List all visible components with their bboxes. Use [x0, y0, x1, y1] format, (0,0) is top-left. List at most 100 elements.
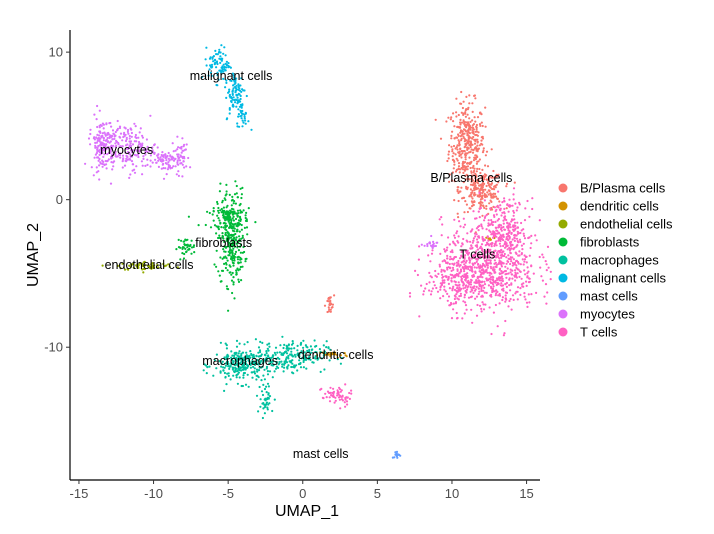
data-point — [296, 352, 300, 355]
data-point — [469, 240, 472, 243]
data-point — [509, 262, 512, 266]
data-point — [217, 211, 220, 214]
data-point — [149, 266, 152, 269]
cluster-label: fibroblasts — [195, 236, 252, 250]
data-point — [167, 161, 170, 164]
data-point — [129, 140, 133, 143]
data-point — [509, 289, 512, 292]
data-point — [266, 343, 269, 346]
data-point — [339, 362, 342, 365]
data-point — [236, 256, 239, 259]
data-point — [510, 220, 513, 223]
data-point — [461, 165, 464, 168]
data-point — [178, 146, 182, 149]
data-point — [462, 100, 465, 103]
data-point — [484, 188, 487, 191]
data-point — [123, 268, 127, 271]
data-point — [471, 197, 474, 200]
data-point — [501, 211, 504, 214]
data-point — [492, 221, 495, 224]
data-point — [458, 151, 461, 154]
data-point — [485, 150, 489, 153]
data-point — [266, 347, 269, 350]
data-point — [497, 262, 500, 266]
data-point — [479, 275, 482, 278]
data-point — [249, 356, 252, 359]
data-point — [463, 211, 466, 214]
data-point — [161, 163, 164, 166]
data-point — [466, 148, 469, 151]
data-point — [177, 170, 180, 173]
data-point — [182, 257, 186, 260]
data-point — [105, 163, 108, 166]
data-point — [141, 173, 144, 176]
data-point — [235, 88, 238, 91]
data-point — [143, 147, 146, 150]
data-point — [466, 132, 469, 135]
data-point — [498, 208, 502, 211]
data-point — [344, 405, 347, 408]
data-point — [225, 60, 228, 63]
data-point — [500, 282, 503, 285]
data-point — [519, 240, 522, 243]
data-point — [232, 74, 235, 77]
data-point — [436, 241, 439, 244]
data-point — [225, 79, 228, 82]
data-point — [216, 214, 219, 217]
data-point — [130, 149, 133, 152]
data-point — [468, 257, 471, 260]
data-point — [497, 282, 500, 285]
data-point — [221, 57, 224, 61]
data-point — [127, 268, 130, 271]
data-point — [276, 351, 279, 354]
data-point — [549, 278, 552, 281]
data-point — [451, 249, 454, 252]
data-point — [325, 340, 328, 343]
data-point — [511, 269, 514, 272]
data-point — [136, 265, 140, 268]
data-point — [87, 137, 91, 140]
points-layer — [84, 44, 552, 459]
data-point — [225, 212, 229, 215]
data-point — [498, 242, 501, 245]
data-point — [313, 339, 316, 342]
data-point — [111, 138, 114, 141]
data-point — [151, 161, 154, 164]
data-point — [477, 147, 480, 150]
data-point — [232, 283, 235, 286]
data-point — [469, 283, 473, 286]
data-point — [329, 355, 332, 358]
data-point — [107, 133, 110, 136]
data-point — [237, 99, 240, 102]
data-point — [298, 355, 301, 358]
data-point — [287, 349, 290, 352]
data-point — [241, 366, 244, 369]
data-point — [478, 189, 481, 192]
data-point — [324, 392, 327, 395]
data-point — [125, 160, 128, 163]
data-point — [507, 229, 510, 232]
data-point — [475, 244, 479, 247]
data-point — [489, 276, 492, 279]
data-point — [499, 239, 502, 243]
data-point — [267, 354, 270, 357]
data-point — [459, 270, 462, 273]
data-point — [160, 167, 163, 170]
data-point — [513, 263, 516, 266]
data-point — [459, 135, 462, 138]
data-point — [174, 158, 177, 161]
data-point — [462, 287, 465, 290]
data-point — [244, 119, 247, 122]
data-point — [100, 151, 103, 154]
data-point — [475, 266, 478, 269]
data-point — [296, 349, 299, 352]
data-point — [492, 232, 495, 235]
data-point — [98, 157, 101, 161]
legend-key — [558, 237, 568, 247]
data-point — [440, 216, 443, 219]
data-point — [479, 245, 482, 248]
data-point — [109, 150, 112, 153]
data-point — [456, 230, 459, 233]
data-point — [95, 118, 98, 121]
data-point — [530, 234, 533, 237]
